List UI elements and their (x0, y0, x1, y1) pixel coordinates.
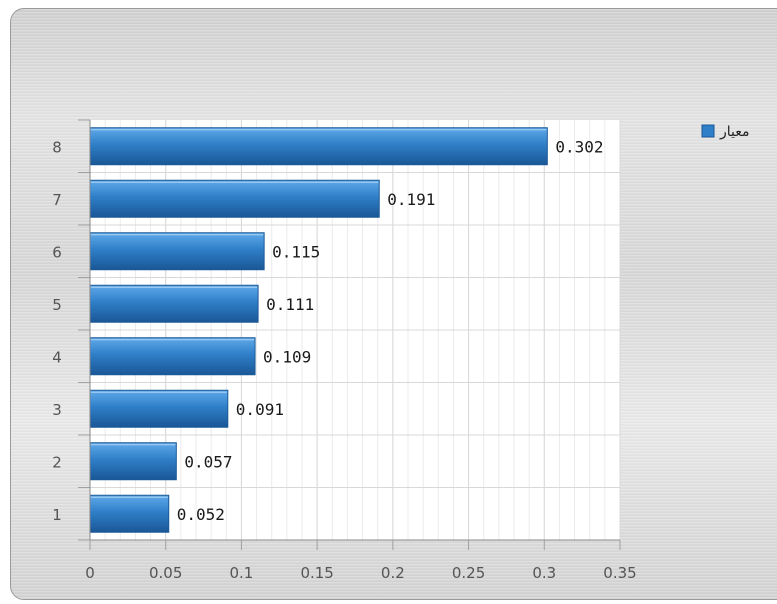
data-label-5: 0.111 (266, 295, 314, 314)
legend-swatch (701, 124, 715, 138)
data-label-7: 0.191 (387, 190, 435, 209)
x-tick-label: 0.05 (149, 564, 182, 582)
data-label-6: 0.115 (272, 242, 320, 261)
x-tick-label: 0.15 (300, 564, 333, 582)
data-label-2: 0.057 (184, 452, 232, 471)
axes: 1 2 3 4 5 6 7 8 0 0.05 0.1 0.15 0.2 0.25 0.3 0.35 (52, 119, 637, 582)
bar-8[interactable] (89, 127, 548, 166)
x-tick-label: 0.25 (452, 564, 485, 582)
y-tick-label: 4 (52, 348, 62, 366)
y-tick-label: 5 (52, 296, 62, 314)
legend-label: معیار (719, 124, 750, 140)
y-tick-label: 3 (52, 401, 62, 419)
y-tick-label: 6 (52, 243, 62, 261)
x-tick-label: 0 (85, 564, 95, 582)
bar-1[interactable] (89, 494, 170, 533)
data-label-3: 0.091 (236, 400, 284, 419)
y-tick-label: 1 (52, 506, 62, 524)
x-tick-label: 0.3 (532, 564, 556, 582)
y-tick-label: 7 (52, 191, 62, 209)
bars: 0.052 0.057 0.091 0.109 0.111 0.115 0.191 0.302 (89, 127, 603, 533)
data-label-8: 0.302 (555, 137, 603, 156)
bar-2[interactable] (89, 442, 177, 481)
data-label-1: 0.052 (177, 505, 225, 524)
y-tick-label: 8 (52, 138, 62, 156)
bar-7[interactable] (89, 179, 380, 218)
x-tick-label: 0.2 (381, 564, 405, 582)
x-tick-label: 0.1 (229, 564, 253, 582)
bar-3[interactable] (89, 389, 229, 428)
bar-6[interactable] (89, 232, 265, 271)
bar-4[interactable] (89, 337, 256, 376)
x-tick-label: 0.35 (603, 564, 636, 582)
data-label-4: 0.109 (263, 347, 311, 366)
legend: معیار (701, 124, 750, 140)
y-tick-label: 2 (52, 453, 62, 471)
bar-5[interactable] (89, 284, 259, 323)
